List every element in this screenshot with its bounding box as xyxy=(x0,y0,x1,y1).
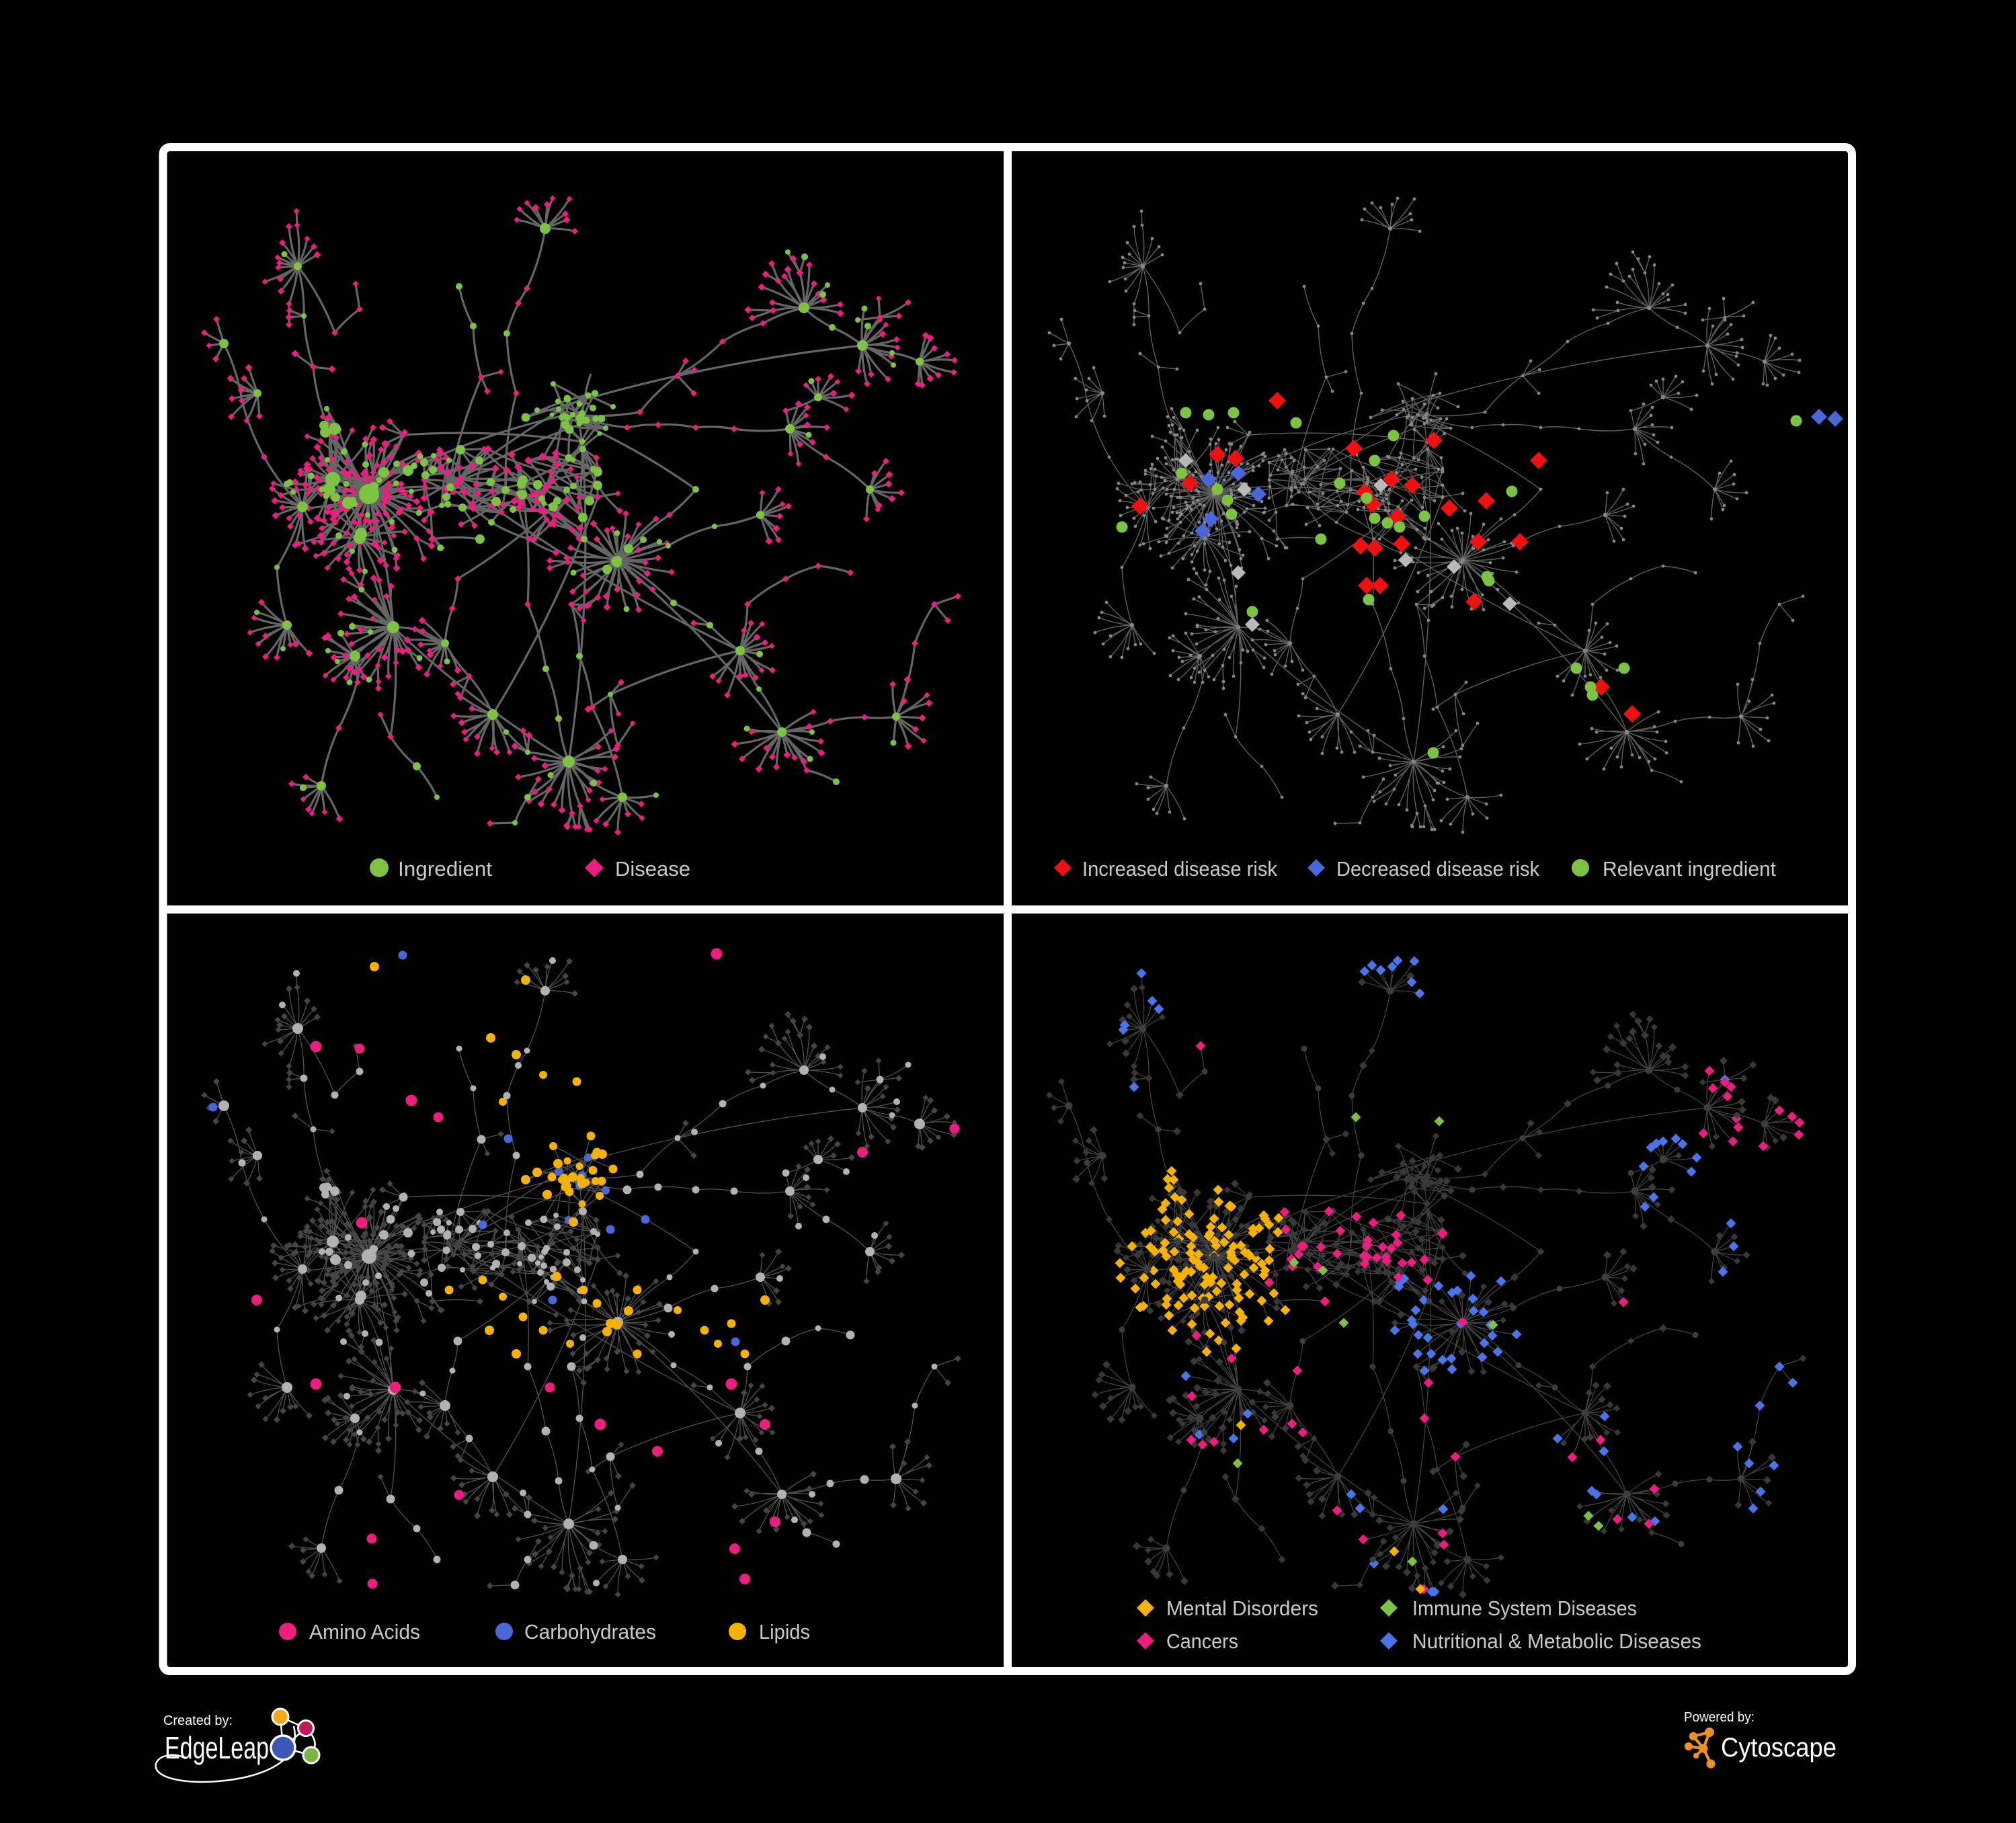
svg-text:Immune System Diseases: Immune System Diseases xyxy=(1412,1596,1637,1620)
svg-text:Created by:: Created by: xyxy=(163,1713,233,1728)
svg-text:EdgeLeap: EdgeLeap xyxy=(165,1730,269,1765)
svg-text:Lipids: Lipids xyxy=(759,1620,810,1644)
svg-text:Cancers: Cancers xyxy=(1166,1629,1238,1653)
svg-text:Carbohydrates: Carbohydrates xyxy=(524,1620,656,1644)
svg-text:Relevant ingredient: Relevant ingredient xyxy=(1603,857,1776,881)
svg-text:Mental Disorders: Mental Disorders xyxy=(1166,1596,1318,1620)
svg-text:Disease: Disease xyxy=(615,857,690,881)
svg-text:Ingredient: Ingredient xyxy=(398,857,492,881)
svg-text:Powered by:: Powered by: xyxy=(1684,1710,1755,1725)
svg-text:Increased disease risk: Increased disease risk xyxy=(1082,857,1277,881)
svg-text:Amino Acids: Amino Acids xyxy=(309,1620,420,1644)
svg-text:Cytoscape: Cytoscape xyxy=(1721,1733,1837,1763)
svg-text:Nutritional & Metabolic Diseas: Nutritional & Metabolic Diseases xyxy=(1412,1629,1701,1653)
svg-text:Decreased disease risk: Decreased disease risk xyxy=(1336,857,1539,881)
